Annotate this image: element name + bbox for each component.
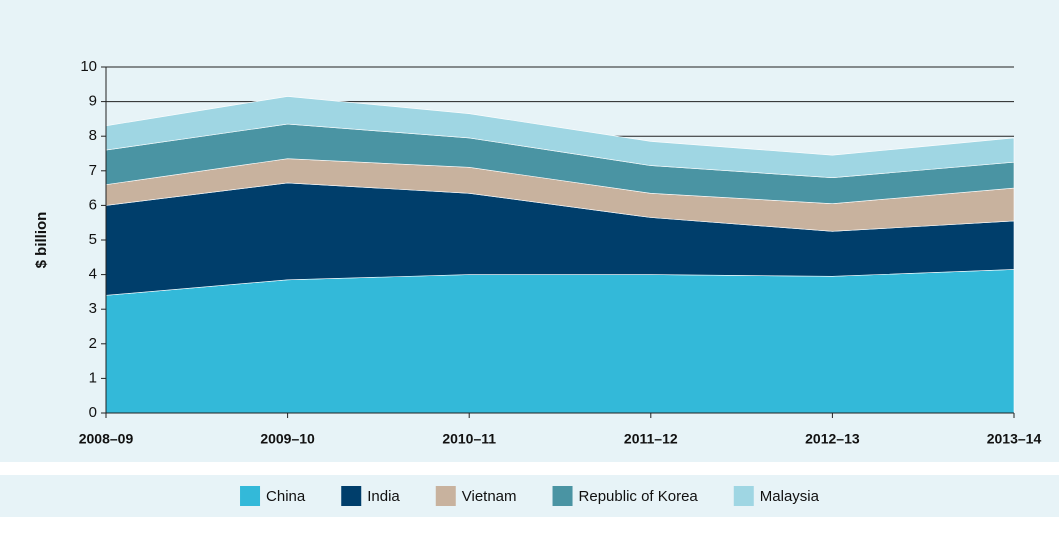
x-tick-label: 2011–12 (624, 431, 678, 447)
x-tick-label: 2008–09 (79, 431, 134, 447)
y-tick-label: 5 (89, 231, 97, 248)
y-tick-label: 0 (89, 404, 97, 421)
legend-swatch (341, 486, 362, 506)
y-tick-label: 6 (89, 196, 97, 213)
y-tick-label: 8 (89, 127, 97, 144)
y-tick-label: 9 (89, 93, 97, 110)
area (105, 269, 1015, 414)
legend-swatch (240, 486, 261, 506)
y-tick-label: 1 (89, 369, 97, 386)
x-tick-label: 2009–10 (260, 431, 315, 447)
legend: China India Vietnam Republic of Korea Malays… (240, 486, 820, 506)
legend-label: Vietnam (462, 488, 517, 505)
x-tick-label: 2010–11 (442, 431, 496, 447)
areas (105, 96, 1015, 414)
y-tick-label: 10 (80, 58, 97, 75)
axes: 0 1 2 3 4 5 6 7 8 9 10 2008–09 2009–10 2010–11 2011–12… (79, 58, 1042, 447)
legend-panel (0, 475, 1059, 517)
legend-label: China (266, 488, 306, 505)
y-tick-label: 2 (89, 335, 97, 352)
legend-label: Republic of Korea (579, 488, 699, 505)
legend-label: Malaysia (760, 488, 820, 505)
legend-swatch (435, 486, 456, 506)
x-tick-label: 2013–14 (987, 431, 1042, 447)
y-tick-label: 7 (89, 162, 97, 179)
y-tick-label: 4 (89, 266, 97, 283)
legend-label: India (367, 488, 400, 505)
x-tick-label: 2012–13 (805, 431, 860, 447)
y-tick-label: 3 (89, 300, 97, 317)
legend-swatch (552, 486, 573, 506)
legend-swatch (733, 486, 754, 506)
area (105, 96, 1015, 179)
y-axis-label: $ billion (33, 212, 50, 269)
